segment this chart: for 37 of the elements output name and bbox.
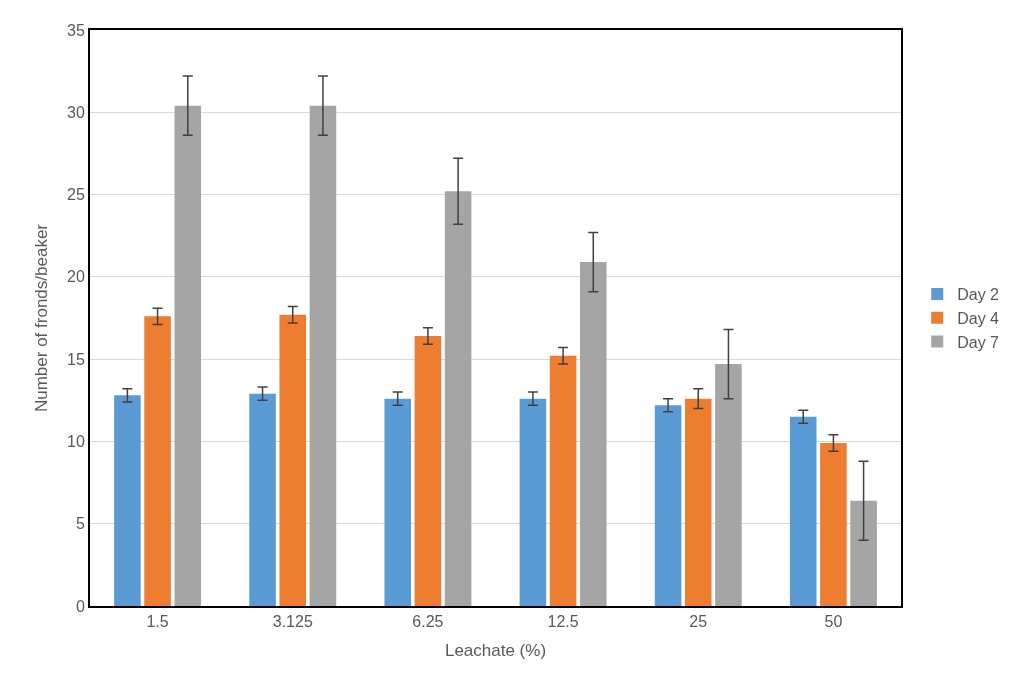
y-axis-title: Number of fronds/beaker [32, 223, 52, 413]
bar [279, 314, 307, 606]
x-tick-label: 12.5 [547, 613, 579, 631]
bar [144, 316, 171, 606]
bar [850, 500, 877, 606]
bar [519, 398, 547, 606]
bar [715, 364, 742, 606]
bar [684, 398, 712, 606]
y-tick-label: 10 [67, 433, 85, 451]
bar [579, 262, 607, 606]
x-tick-label: 6.25 [412, 613, 444, 631]
x-axis-title: Leachate (%) [444, 641, 547, 661]
bar [174, 105, 202, 606]
y-tick-label: 5 [75, 515, 85, 533]
x-tick-label: 50 [824, 613, 843, 631]
y-tick-label: 15 [67, 350, 85, 368]
y-tick-label: 25 [67, 186, 85, 204]
bar [549, 355, 577, 606]
y-tick-label: 35 [67, 21, 85, 39]
bar [384, 398, 412, 606]
y-tick-label: 0 [75, 597, 85, 615]
x-tick-label: 1.5 [146, 613, 169, 631]
bar [114, 395, 141, 606]
legend-label: Day 2 [957, 286, 1000, 304]
legend-label: Day 7 [957, 333, 1000, 351]
y-tick-label: 30 [67, 103, 85, 121]
bar [820, 443, 847, 606]
bar [414, 336, 442, 606]
x-tick-label: 25 [689, 613, 708, 631]
legend-label: Day 4 [957, 309, 1000, 327]
bar [654, 405, 682, 606]
x-tick-label: 3.125 [272, 613, 313, 631]
bar [444, 191, 472, 606]
bar [249, 393, 276, 606]
y-tick-label: 20 [67, 268, 85, 286]
bar [309, 105, 337, 606]
bar [789, 416, 817, 606]
